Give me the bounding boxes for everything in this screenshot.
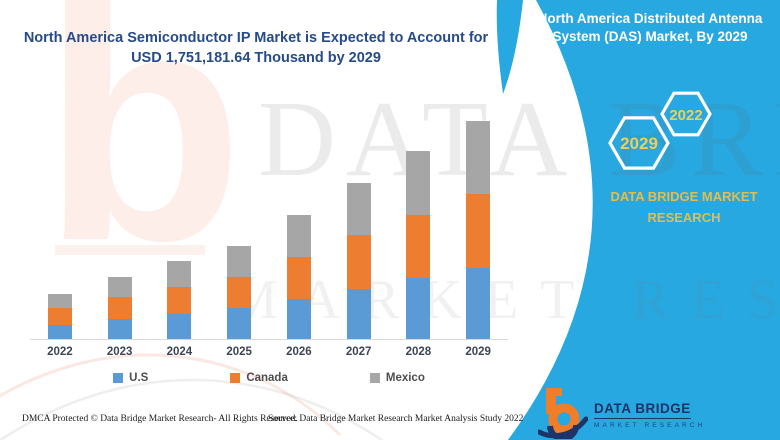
x-tick-label-2024: 2024 [166,346,193,358]
bar-2027 [329,121,389,339]
bar-segment-us-2028 [406,278,431,339]
bar-segment-mexico-2025 [227,246,252,277]
chart-title-line2: USD 1,751,181.64 Thousand by 2029 [131,50,381,67]
bar-segment-mexico-2026 [286,215,311,257]
bar-segment-us-2025 [227,308,252,339]
bar-segment-mexico-2022 [47,294,72,308]
chart-title: North America Semiconductor IP Market is… [10,28,502,69]
bar-segment-canada-2029 [466,194,491,268]
legend-swatch-mexico [369,373,380,383]
dbmr-logo-title: DATA BRIDGE [594,401,691,419]
bar-2028 [389,121,449,339]
bar-segment-mexico-2023 [107,277,132,297]
bar-2025 [209,121,269,339]
right-panel-title-line1: North America Distributed Antenna [537,11,763,26]
dbmr-logo-text: DATA BRIDGE MARKET RESEARCH [594,400,705,429]
bar-segment-us-2026 [286,299,311,339]
x-tick-label-2028: 2028 [405,346,432,358]
blue-panel-main-shape [508,0,780,440]
legend-item-mexico: Mexico [369,372,425,384]
legend-label-canada: Canada [246,372,288,384]
bar-2029 [448,121,508,339]
legend-item-canada: Canada [230,372,288,384]
x-tick-label-2023: 2023 [106,346,133,358]
bar-2023 [90,121,150,339]
plot-area [30,121,508,340]
bar-2026 [269,121,329,339]
bar-segment-canada-2026 [286,257,311,299]
x-tick-label-2022: 2022 [47,346,73,358]
bar-segment-canada-2022 [47,308,72,325]
bar-segment-us-2027 [346,289,371,339]
x-tick-label-2029: 2029 [465,346,491,358]
bar-segment-mexico-2028 [406,151,431,215]
brand-wordmark-line2: RESEARCH [647,210,721,226]
brand-wordmark-gold: DATA BRIDGE MARKET RESEARCH [596,186,772,229]
bar-segment-us-2022 [47,325,72,339]
bar-segment-us-2024 [167,314,192,339]
footer-source-text: Source: Data Bridge Market Research Mark… [268,414,524,424]
blue-panel-sliver-shape [496,0,523,94]
x-axis-labels: 2022 2023 2024 2025 2026 2027 2028 2029 [30,346,508,358]
bar-segment-canada-2025 [227,277,252,308]
bar-segment-canada-2023 [107,297,132,319]
bar-segment-us-2029 [466,268,491,339]
legend-swatch-canada [230,373,241,383]
bar-2022 [30,121,90,339]
bar-segment-canada-2027 [346,235,371,289]
footer-dmca-text: DMCA Protected © Data Bridge Market Rese… [22,414,298,424]
legend: U.S Canada Mexico [30,372,508,384]
dbmr-logo-icon [538,388,588,439]
dbmr-logo-subtitle: MARKET RESEARCH [594,421,706,429]
bar-segment-mexico-2024 [167,261,192,287]
x-tick-label-2027: 2027 [345,346,372,358]
right-panel-title-line2: System (DAS) Market, By 2029 [552,29,748,45]
chart-title-line1: North America Semiconductor IP Market is… [23,30,489,46]
bar-segment-mexico-2027 [346,183,371,235]
legend-label-us: U.S [129,372,149,384]
bar-segment-us-2023 [107,319,132,339]
legend-swatch-us [113,373,124,383]
brand-wordmark-line1: DATA BRIDGE MARKET [610,189,758,204]
bar-segment-canada-2028 [406,215,431,278]
dbmr-logo: DATA BRIDGE MARKET RESEARCH [538,385,705,439]
x-tick-label-2026: 2026 [286,346,312,358]
bar-2024 [150,121,210,339]
right-panel-title: North America Distributed Antenna System… [526,10,774,46]
x-tick-label-2025: 2025 [226,346,252,358]
legend-item-us: U.S [113,372,148,384]
bar-segment-canada-2024 [167,287,192,314]
bar-segment-mexico-2029 [466,121,491,194]
legend-label-mexico: Mexico [385,372,425,384]
